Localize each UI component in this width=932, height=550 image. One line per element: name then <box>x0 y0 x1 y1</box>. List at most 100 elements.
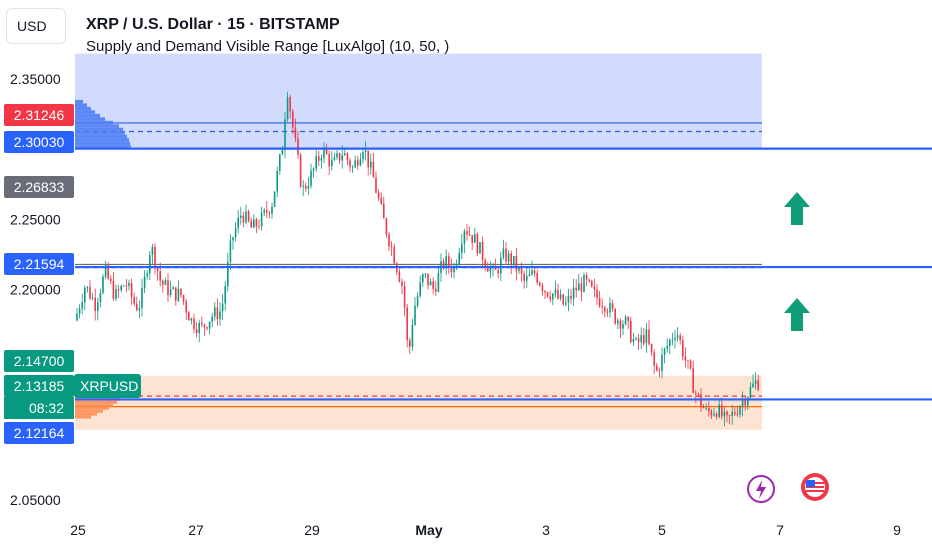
candle-body <box>622 324 624 329</box>
candle-body <box>497 269 499 274</box>
candle-body <box>747 397 749 406</box>
date-tick-label: 5 <box>658 522 666 538</box>
candle-body <box>549 296 551 300</box>
currency-selector[interactable]: USD <box>6 8 66 44</box>
candle-body <box>442 261 445 267</box>
candle-body <box>676 335 679 338</box>
indicator-title[interactable]: Supply and Demand Visible Range [LuxAlgo… <box>86 38 450 55</box>
candle-body <box>461 243 463 254</box>
candle-body <box>180 288 182 296</box>
candle-body <box>575 287 577 291</box>
date-tick-label: 27 <box>188 522 204 538</box>
candle-body <box>305 185 307 189</box>
candle-body <box>203 324 206 328</box>
candle-body <box>364 150 367 153</box>
candle-body <box>643 335 645 344</box>
symbol-title[interactable]: XRP / U.S. Dollar · 15 · BITSTAMP <box>86 16 340 33</box>
lightning-icon[interactable] <box>746 474 776 504</box>
candle-body <box>219 311 221 320</box>
candle-body <box>198 322 200 334</box>
candle-body <box>598 298 601 307</box>
candles-layer <box>76 91 759 427</box>
candle-body <box>546 292 549 297</box>
candle-body <box>474 234 476 243</box>
candle-body <box>422 274 424 283</box>
candle-body <box>416 296 419 306</box>
candle-body <box>362 152 364 160</box>
candle-body <box>133 296 135 304</box>
candle-body <box>175 287 177 301</box>
zones-layer <box>75 53 762 430</box>
price-badge <box>4 422 74 444</box>
candle-body <box>292 111 294 128</box>
supply-profile-bar <box>75 113 100 118</box>
demand-profile-bar <box>75 409 103 413</box>
candle-body <box>734 412 736 414</box>
candle-body <box>232 237 234 241</box>
candle-body <box>427 273 429 286</box>
candle-body <box>552 293 554 300</box>
candle-body <box>255 219 258 227</box>
candle-body <box>130 282 133 297</box>
candle-body <box>523 273 525 281</box>
candle-body <box>539 282 541 286</box>
candle-body <box>726 411 728 416</box>
supply-profile-bar <box>75 141 130 146</box>
candle-body <box>658 370 661 372</box>
candle-body <box>513 255 515 266</box>
candle-body <box>682 340 684 357</box>
supply-profile-bar <box>75 103 87 107</box>
candle-body <box>302 185 304 187</box>
candle-body <box>708 408 710 412</box>
candle-body <box>172 287 174 290</box>
price-badge-text: 2.13185 <box>14 378 65 394</box>
candle-body <box>705 408 707 409</box>
candle-body <box>146 273 148 277</box>
supply-profile-bar <box>75 145 131 149</box>
candle-body <box>359 159 362 166</box>
candle-body <box>562 294 564 305</box>
candle-body <box>162 280 164 285</box>
candle-body <box>500 257 502 274</box>
candle-body <box>617 320 619 324</box>
candle-body <box>271 206 273 214</box>
candle-body <box>536 273 538 283</box>
candle-body <box>193 318 195 330</box>
currency-label: USD <box>17 18 47 34</box>
candle-body <box>661 354 663 372</box>
candle-body <box>479 242 481 254</box>
candle-body <box>78 308 81 314</box>
symbol-tag-text: XRPUSD <box>80 378 138 394</box>
candle-body <box>250 220 252 228</box>
demand-profile-bar <box>75 400 117 404</box>
candle-body <box>559 294 562 299</box>
candle-body <box>143 276 146 288</box>
candle-body <box>354 160 356 168</box>
date-tick-label: May <box>415 522 442 538</box>
candle-body <box>318 156 320 161</box>
candle-body <box>117 289 120 291</box>
date-tick-label: 25 <box>70 522 86 538</box>
demand-profile-bar <box>75 406 109 410</box>
date-tick-label: 3 <box>542 522 550 538</box>
us-flag-icon[interactable] <box>800 472 830 502</box>
candle-body <box>502 248 505 258</box>
candle-body <box>650 343 653 353</box>
candle-body <box>656 365 658 371</box>
candle-body <box>458 253 460 264</box>
candle-body <box>489 267 492 272</box>
candle-body <box>115 289 117 299</box>
candle-body <box>557 289 559 299</box>
candle-body <box>120 285 122 291</box>
supply-profile-bar <box>75 131 125 135</box>
demand-profile-bar <box>75 412 97 416</box>
candle-body <box>284 119 286 151</box>
supply-profile-bar <box>75 127 123 132</box>
symbol-tag <box>74 374 141 398</box>
candle-body <box>487 266 489 272</box>
candle-body <box>515 255 518 271</box>
candle-body <box>167 280 169 296</box>
candle-body <box>385 218 388 235</box>
candle-body <box>110 278 112 281</box>
